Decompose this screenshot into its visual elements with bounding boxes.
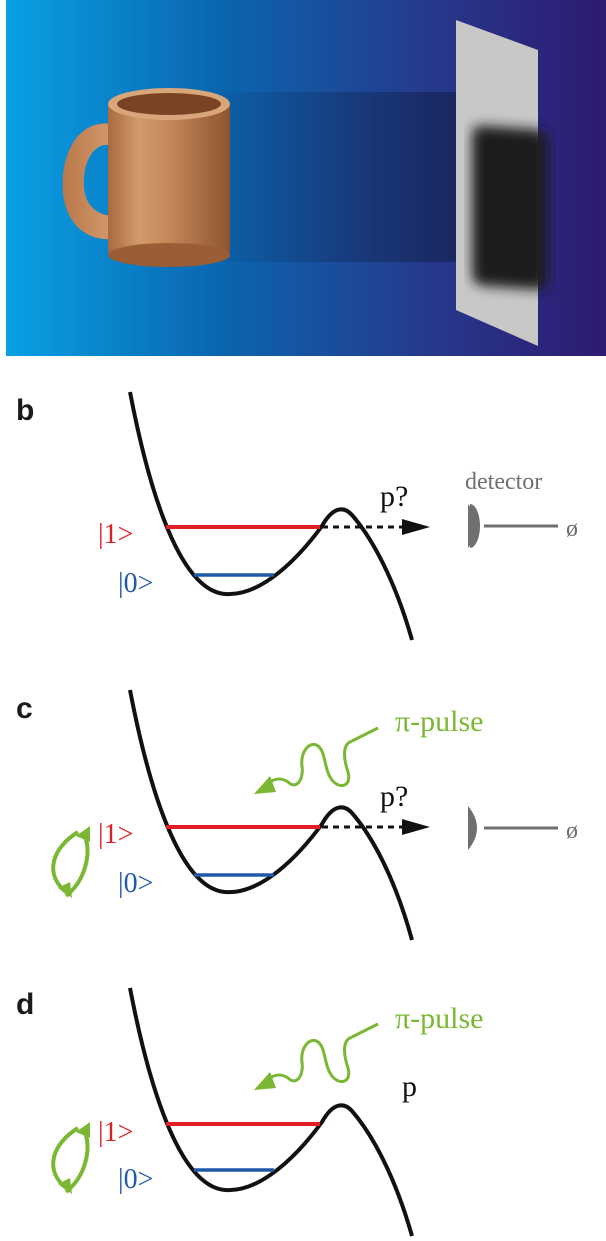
pulse-label: π-pulse	[395, 1002, 483, 1035]
detector-label: detector	[465, 469, 542, 495]
detector-icon	[468, 806, 558, 850]
potential-curve	[128, 987, 414, 1237]
panel-a-illustration	[6, 0, 606, 356]
panel-label-c: c	[16, 692, 33, 725]
detector-icon	[468, 504, 558, 548]
screen-shadow-icon	[456, 20, 548, 346]
wavy-arrow-icon	[254, 1022, 379, 1090]
state-1-label: |1>	[98, 819, 133, 850]
shadow-beam	[220, 92, 485, 262]
circular-arrows-icon	[51, 826, 90, 898]
potential-curve	[128, 391, 414, 641]
momentum-label: p	[402, 1070, 417, 1103]
panel-label-d: d	[16, 988, 35, 1021]
state-1-label: |1>	[98, 1117, 133, 1148]
pulse-label: π-pulse	[395, 705, 483, 738]
state-0-label: |0>	[118, 868, 153, 899]
tunneling-arrowhead	[402, 819, 430, 835]
tunneling-arrowhead	[402, 519, 430, 535]
state-1-label: |1>	[98, 519, 133, 550]
potential-curve	[128, 689, 414, 941]
state-0-label: |0>	[118, 1164, 153, 1195]
state-0-label: |0>	[118, 568, 153, 599]
coffee-mug-icon	[62, 88, 230, 267]
detector-output: ø	[566, 516, 578, 542]
panel-d-diagram: |1> |0> p π-pulse	[51, 987, 483, 1237]
momentum-label: p?	[380, 480, 408, 513]
momentum-label: p?	[380, 780, 408, 813]
panel-b-diagram: |1> |0> p? detector ø	[98, 391, 578, 641]
circular-arrows-icon	[51, 1122, 90, 1194]
panel-c-diagram: |1> |0> p? π-pulse ø	[51, 689, 578, 941]
wavy-arrow-icon	[254, 726, 379, 794]
detector-output: ø	[566, 818, 578, 844]
panel-label-b: b	[16, 394, 35, 427]
